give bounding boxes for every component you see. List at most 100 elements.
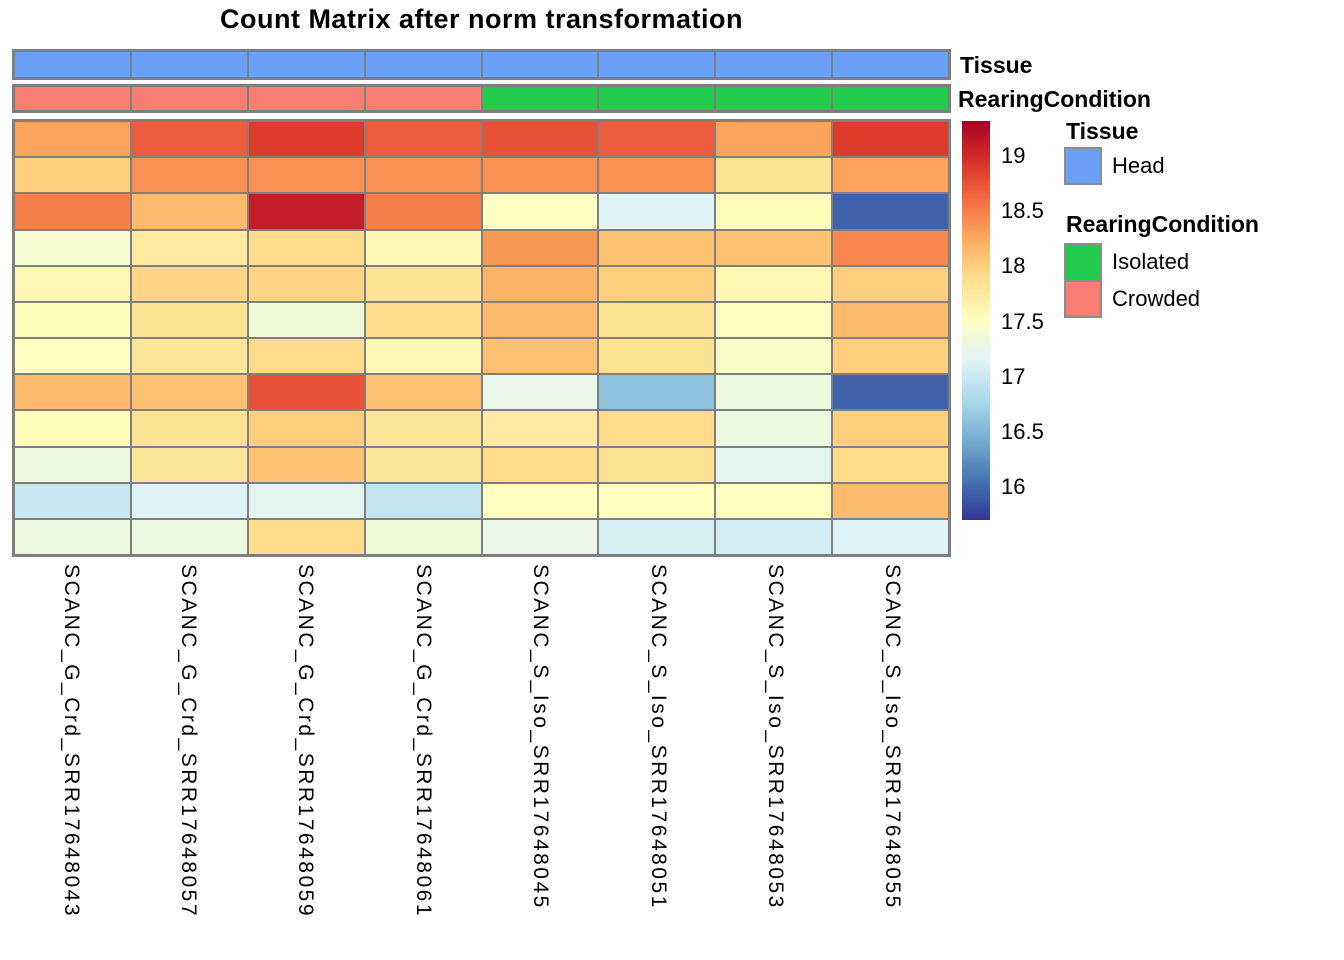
heatmap-cell — [598, 193, 716, 230]
heatmap-cell — [598, 121, 716, 158]
heatmap-cell — [715, 338, 833, 375]
column-label: SCANC_G_Crd_SRR17648059 — [294, 564, 318, 918]
colorbar-tick-label: 18 — [1001, 253, 1026, 279]
legend-swatch — [1064, 280, 1102, 318]
column-label: SCANC_G_Crd_SRR17648061 — [411, 564, 435, 918]
heatmap-cell — [247, 374, 365, 411]
heatmap-cell — [481, 338, 599, 375]
heatmap-cell — [14, 121, 131, 158]
heatmap-cell — [715, 410, 833, 447]
heatmap-cell — [832, 374, 949, 411]
tissue-legend-title: Tissue — [1066, 118, 1139, 144]
heatmap-matrix — [12, 119, 951, 557]
heatmap-cell — [14, 229, 131, 266]
heatmap-cell — [247, 157, 365, 194]
rearing-condition-legend-items: Isolated Crowded — [1064, 243, 1200, 318]
heatmap-cell — [130, 193, 248, 230]
heatmap-cell — [130, 265, 248, 302]
rearing-condition-annotation-label: RearingCondition — [958, 86, 1151, 112]
heatmap-cell — [247, 193, 365, 230]
heatmap-cell — [130, 157, 248, 194]
heatmap-cell — [130, 121, 248, 158]
heatmap-cell — [14, 193, 131, 230]
colorbar-gradient — [962, 121, 990, 520]
heatmap-cell — [364, 301, 482, 338]
heatmap-cell — [481, 121, 599, 158]
heatmap-cell — [247, 446, 365, 483]
heatmap-cell — [130, 338, 248, 375]
heatmap-cell — [598, 157, 716, 194]
chart-title: Count Matrix after norm transformation — [219, 4, 744, 34]
heatmap-cell — [364, 229, 482, 266]
tissue-annotation-label: Tissue — [960, 52, 1033, 78]
heatmap-cell — [481, 229, 599, 266]
legend-item-label: Crowded — [1112, 286, 1201, 311]
heatmap-cell — [130, 518, 248, 555]
heatmap-cell — [832, 338, 949, 375]
heatmap-cell — [715, 193, 833, 230]
heatmap-cell — [364, 157, 482, 194]
colorbar-tick-label: 19 — [1001, 143, 1026, 169]
heatmap-cell — [832, 229, 949, 266]
heatmap-cell — [715, 482, 833, 519]
heatmap-cell — [598, 518, 716, 555]
legend-item: Head — [1064, 147, 1165, 185]
column-label: SCANC_S_Iso_SRR17648045 — [529, 564, 553, 910]
heatmap-cell — [481, 446, 599, 483]
heatmap-cell — [14, 446, 131, 483]
tissue-annotation-cell — [364, 51, 482, 78]
heatmap-cell — [364, 265, 482, 302]
heatmap-cell — [832, 482, 949, 519]
column-label: SCANC_G_Crd_SRR17648043 — [59, 564, 83, 918]
colorbar-tick-label: 16 — [1001, 473, 1026, 499]
rearing-annotation-cell — [247, 86, 365, 111]
heatmap-cell — [130, 374, 248, 411]
column-label: SCANC_S_Iso_SRR17648055 — [881, 564, 905, 910]
tissue-annotation-cell — [598, 51, 716, 78]
heatmap-cell — [364, 374, 482, 411]
heatmap-cell — [598, 338, 716, 375]
legend-item: Crowded — [1064, 280, 1200, 318]
tissue-annotation-cell — [247, 51, 365, 78]
tissue-annotation-cell — [832, 51, 949, 78]
heatmap-cell — [481, 301, 599, 338]
rearing-annotation-cell — [598, 86, 716, 111]
heatmap-cell — [364, 482, 482, 519]
heatmap-cell — [14, 338, 131, 375]
heatmap-cell — [832, 157, 949, 194]
column-label: SCANC_S_Iso_SRR17648051 — [646, 564, 670, 910]
heatmap-cell — [832, 193, 949, 230]
heatmap-cell — [247, 121, 365, 158]
column-label: SCANC_G_Crd_SRR17648057 — [177, 564, 201, 918]
rearing-condition-legend-title: RearingCondition — [1066, 211, 1259, 237]
heatmap-cell — [832, 446, 949, 483]
legend-item: Isolated — [1064, 243, 1200, 281]
rearing-annotation-cell — [364, 86, 482, 111]
heatmap-cell — [247, 410, 365, 447]
legend-item-label: Isolated — [1112, 249, 1190, 274]
heatmap-cell — [364, 338, 482, 375]
heatmap-cell — [130, 446, 248, 483]
column-label: SCANC_S_Iso_SRR17648053 — [763, 564, 787, 910]
heatmap-cell — [598, 446, 716, 483]
heatmap-cell — [14, 374, 131, 411]
heatmap-cell — [364, 410, 482, 447]
rearing-annotation-cell — [715, 86, 833, 111]
legend-swatch — [1064, 243, 1102, 281]
heatmap-cell — [247, 229, 365, 266]
heatmap-cell — [364, 193, 482, 230]
heatmap-cell — [481, 482, 599, 519]
rearing-annotation-cell — [130, 86, 248, 111]
heatmap-cell — [130, 410, 248, 447]
heatmap-cell — [715, 229, 833, 266]
heatmap-cell — [598, 410, 716, 447]
heatmap-cell — [130, 482, 248, 519]
rearing-annotation-cell — [832, 86, 949, 111]
heatmap-cell — [364, 446, 482, 483]
heatmap-cell — [481, 265, 599, 302]
rearing-annotation-cell — [14, 86, 131, 111]
heatmap-cell — [715, 446, 833, 483]
heatmap-cell — [247, 518, 365, 555]
heatmap-cell — [832, 265, 949, 302]
colorbar-tick-label: 17.5 — [1001, 308, 1044, 334]
